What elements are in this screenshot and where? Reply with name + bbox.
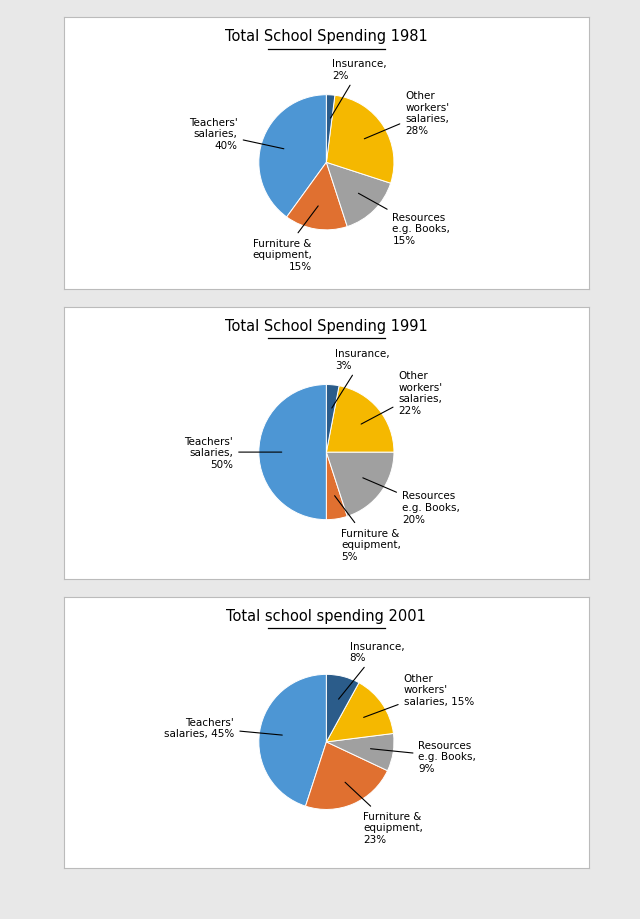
Text: Furniture &
equipment,
15%: Furniture & equipment, 15%: [252, 207, 318, 272]
Wedge shape: [326, 163, 390, 227]
Text: Resources
e.g. Books,
9%: Resources e.g. Books, 9%: [371, 740, 476, 773]
Wedge shape: [326, 385, 339, 452]
Wedge shape: [326, 675, 359, 743]
Text: Resources
e.g. Books,
20%: Resources e.g. Books, 20%: [363, 478, 460, 524]
Text: Total school spending 2001: Total school spending 2001: [227, 608, 426, 623]
Text: Total School Spending 1981: Total School Spending 1981: [225, 29, 428, 44]
Text: Teachers'
salaries,
50%: Teachers' salaries, 50%: [184, 436, 282, 470]
Wedge shape: [326, 733, 394, 771]
Text: Other
workers'
salaries, 15%: Other workers' salaries, 15%: [364, 673, 474, 718]
Text: Teachers'
salaries,
40%: Teachers' salaries, 40%: [189, 118, 284, 151]
Wedge shape: [259, 675, 326, 806]
Text: Other
workers'
salaries,
22%: Other workers' salaries, 22%: [361, 371, 442, 425]
Wedge shape: [305, 743, 388, 810]
Wedge shape: [259, 96, 326, 218]
Text: Resources
e.g. Books,
15%: Resources e.g. Books, 15%: [358, 194, 450, 245]
Wedge shape: [326, 386, 394, 452]
Wedge shape: [326, 96, 335, 163]
Wedge shape: [326, 683, 394, 743]
Wedge shape: [326, 96, 394, 184]
Wedge shape: [326, 452, 394, 516]
Text: Furniture &
equipment,
23%: Furniture & equipment, 23%: [345, 782, 423, 845]
Text: Insurance,
3%: Insurance, 3%: [332, 349, 390, 409]
Text: Teachers'
salaries, 45%: Teachers' salaries, 45%: [164, 717, 282, 738]
Wedge shape: [287, 163, 348, 231]
Wedge shape: [259, 385, 326, 520]
Text: Total School Spending 1991: Total School Spending 1991: [225, 319, 428, 334]
Text: Other
workers'
salaries,
28%: Other workers' salaries, 28%: [364, 91, 449, 140]
Text: Insurance,
8%: Insurance, 8%: [339, 641, 404, 699]
Text: Furniture &
equipment,
5%: Furniture & equipment, 5%: [335, 496, 401, 562]
Text: Insurance,
2%: Insurance, 2%: [330, 60, 387, 119]
Wedge shape: [326, 452, 348, 520]
